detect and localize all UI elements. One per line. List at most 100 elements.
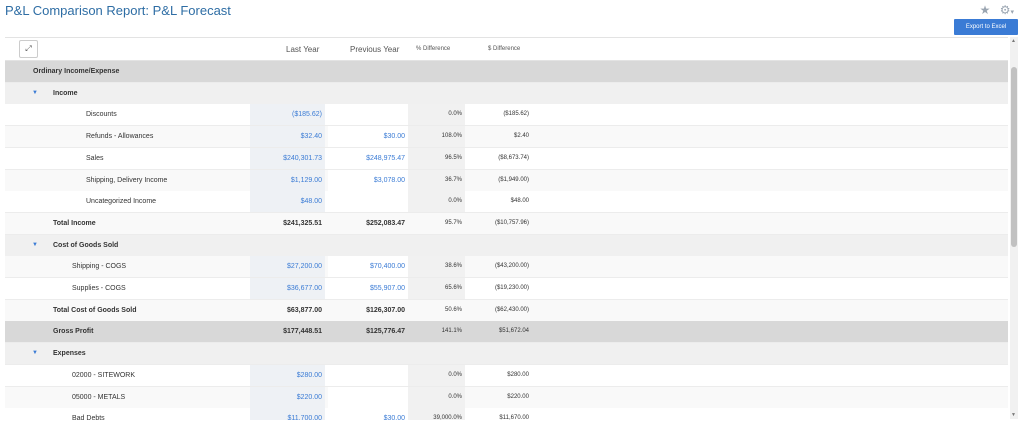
table-row: ▼ Expenses [5, 343, 1008, 366]
dollar-difference-value: $51,672.04 [498, 328, 529, 335]
table-row: Refunds - Allowances $32.40 $30.00 108.0% $2… [5, 126, 1008, 149]
last-year-value[interactable]: ($185.62) [250, 104, 325, 126]
dollar-difference-value: ($8,673.74) [498, 154, 529, 161]
dollar-difference-value: ($10,757.96) [494, 219, 529, 226]
previous-year-value: $125,776.47 [366, 328, 405, 336]
table-row: Discounts ($185.62) 0.0% ($185.62) [5, 104, 1008, 127]
header-last-year: Last Year [286, 45, 320, 54]
table-row: Gross Profit $177,448.51 $125,776.47 141.1%… [5, 321, 1008, 344]
last-year-value[interactable]: $240,301.73 [250, 147, 325, 169]
previous-year-value[interactable]: $55,907.00 [328, 278, 408, 299]
dollar-difference-value: $280.00 [507, 371, 529, 378]
pct-difference-value: 95.7% [444, 219, 462, 226]
dollar-difference-value: $220.00 [507, 393, 529, 400]
table-row: Bad Debts $11,700.00 $30.00 39,000.0% $11,67… [5, 408, 1008, 420]
expand-icon[interactable]: ⤢ [19, 40, 38, 58]
previous-year-value[interactable]: $70,400.00 [328, 256, 408, 278]
table-row: Shipping, Delivery Income $1,129.00 $3,078… [5, 169, 1008, 192]
pct-difference-value: 36.7% [408, 169, 465, 191]
table-row: Supplies - COGS $36,677.00 $55,907.00 65.6%… [5, 278, 1008, 300]
table-row: 05000 - METALS $220.00 0.0% $220.00 [5, 386, 1008, 409]
dollar-difference-value: ($19,230.00) [494, 285, 529, 291]
previous-year-value: $126,307.00 [366, 306, 405, 314]
pct-difference-value: 50.6% [444, 306, 462, 313]
previous-year-value[interactable]: $30.00 [328, 408, 408, 420]
previous-year-value [328, 364, 408, 386]
table-row: Total Cost of Goods Sold $63,877.00 $126,3… [5, 299, 1008, 322]
collapse-caret-icon[interactable]: ▼ [32, 241, 38, 248]
table-row: Sales $240,301.73 $248,975.47 96.5% ($8,673.… [5, 147, 1008, 170]
dollar-difference-value: ($185.62) [503, 111, 529, 118]
table-row: Total Income $241,325.51 $252,083.47 95.7% (… [5, 212, 1008, 235]
chevron-down-icon[interactable]: ▾ [1010, 9, 1014, 16]
export-to-excel-button[interactable]: Export to Excel [954, 19, 1018, 35]
dollar-difference-value: ($62,430.00) [494, 306, 529, 313]
previous-year-value [328, 191, 408, 213]
vertical-scrollbar[interactable]: ▲ ▼ [1010, 37, 1018, 419]
table-row: Ordinary Income/Expense [5, 61, 1008, 83]
last-year-value[interactable]: $27,200.00 [250, 256, 325, 278]
pct-difference-value: 38.6% [408, 256, 465, 278]
top-icons: ★ ⚙▾ [974, 3, 1014, 17]
row-label: Refunds - Allowances [86, 133, 154, 141]
last-year-value: $241,325.51 [283, 219, 322, 227]
row-label: Gross Profit [53, 328, 94, 336]
last-year-value[interactable]: $48.00 [250, 191, 325, 213]
table-row: Shipping - COGS $27,200.00 $70,400.00 38.6%… [5, 256, 1008, 279]
last-year-value[interactable]: $36,677.00 [250, 278, 325, 299]
row-label: 02000 - SITEWORK [72, 371, 136, 379]
table-row: ▼ Income [5, 82, 1008, 105]
previous-year-value [328, 104, 408, 126]
pct-difference-value: 39,000.0% [408, 408, 465, 420]
previous-year-value[interactable]: $30.00 [328, 126, 408, 148]
row-label: Bad Debts [72, 415, 105, 420]
pct-difference-value: 141.1% [441, 328, 462, 335]
row-label: Supplies - COGS [72, 285, 126, 292]
row-label: Uncategorized Income [86, 198, 157, 206]
table-row: ▼ Cost of Goods Sold [5, 234, 1008, 257]
last-year-value: $177,448.51 [283, 328, 322, 336]
header-previous-year: Previous Year [350, 45, 400, 54]
gear-icon[interactable]: ⚙ [999, 3, 1011, 17]
row-label: Income [53, 89, 78, 97]
page-title: P&L Comparison Report: P&L Forecast [5, 3, 231, 18]
scroll-down-icon[interactable]: ▼ [1011, 412, 1016, 418]
pct-difference-value: 108.0% [408, 126, 465, 148]
last-year-value[interactable]: $280.00 [250, 364, 325, 386]
scroll-up-icon[interactable]: ▲ [1011, 38, 1016, 44]
row-label: Ordinary Income/Expense [33, 68, 120, 75]
row-label: Discounts [86, 111, 117, 119]
row-label: Sales [86, 154, 104, 162]
header-pct-difference: % Difference [416, 46, 451, 52]
row-label: Cost of Goods Sold [53, 241, 119, 249]
dollar-difference-value: ($1,949.00) [498, 176, 529, 183]
previous-year-value[interactable]: $3,078.00 [328, 169, 408, 191]
previous-year-value[interactable]: $248,975.47 [328, 147, 408, 169]
previous-year-value: $252,083.47 [366, 219, 405, 227]
pct-difference-value: 96.5% [408, 147, 465, 169]
row-label: Shipping - COGS [72, 263, 127, 271]
last-year-value[interactable]: $32.40 [250, 126, 325, 148]
row-label: Total Cost of Goods Sold [53, 306, 137, 314]
last-year-value[interactable]: $220.00 [250, 386, 325, 408]
pct-difference-value: 65.6% [408, 278, 465, 299]
row-label: Expenses [53, 350, 86, 358]
scrollbar-thumb[interactable] [1011, 67, 1017, 247]
dollar-difference-value: $11,670.00 [499, 415, 529, 420]
row-label: 05000 - METALS [72, 393, 126, 401]
collapse-caret-icon[interactable]: ▼ [32, 89, 38, 96]
pct-difference-value: 0.0% [408, 104, 465, 126]
report-table: ⤢ Last Year Previous Year % Difference $… [5, 37, 1008, 420]
collapse-caret-icon[interactable]: ▼ [32, 350, 38, 357]
last-year-value[interactable]: $1,129.00 [250, 169, 325, 191]
table-row: Uncategorized Income $48.00 0.0% $48.00 [5, 191, 1008, 214]
last-year-value: $63,877.00 [286, 306, 322, 314]
dollar-difference-value: $48.00 [510, 198, 529, 205]
header-dollar-difference: $ Difference [488, 46, 521, 52]
dollar-difference-value: $2.40 [513, 133, 529, 140]
star-icon[interactable]: ★ [979, 3, 991, 17]
pct-difference-value: 0.0% [408, 386, 465, 408]
last-year-value[interactable]: $11,700.00 [250, 408, 325, 420]
row-label: Total Income [53, 219, 96, 227]
pct-difference-value: 0.0% [408, 364, 465, 386]
